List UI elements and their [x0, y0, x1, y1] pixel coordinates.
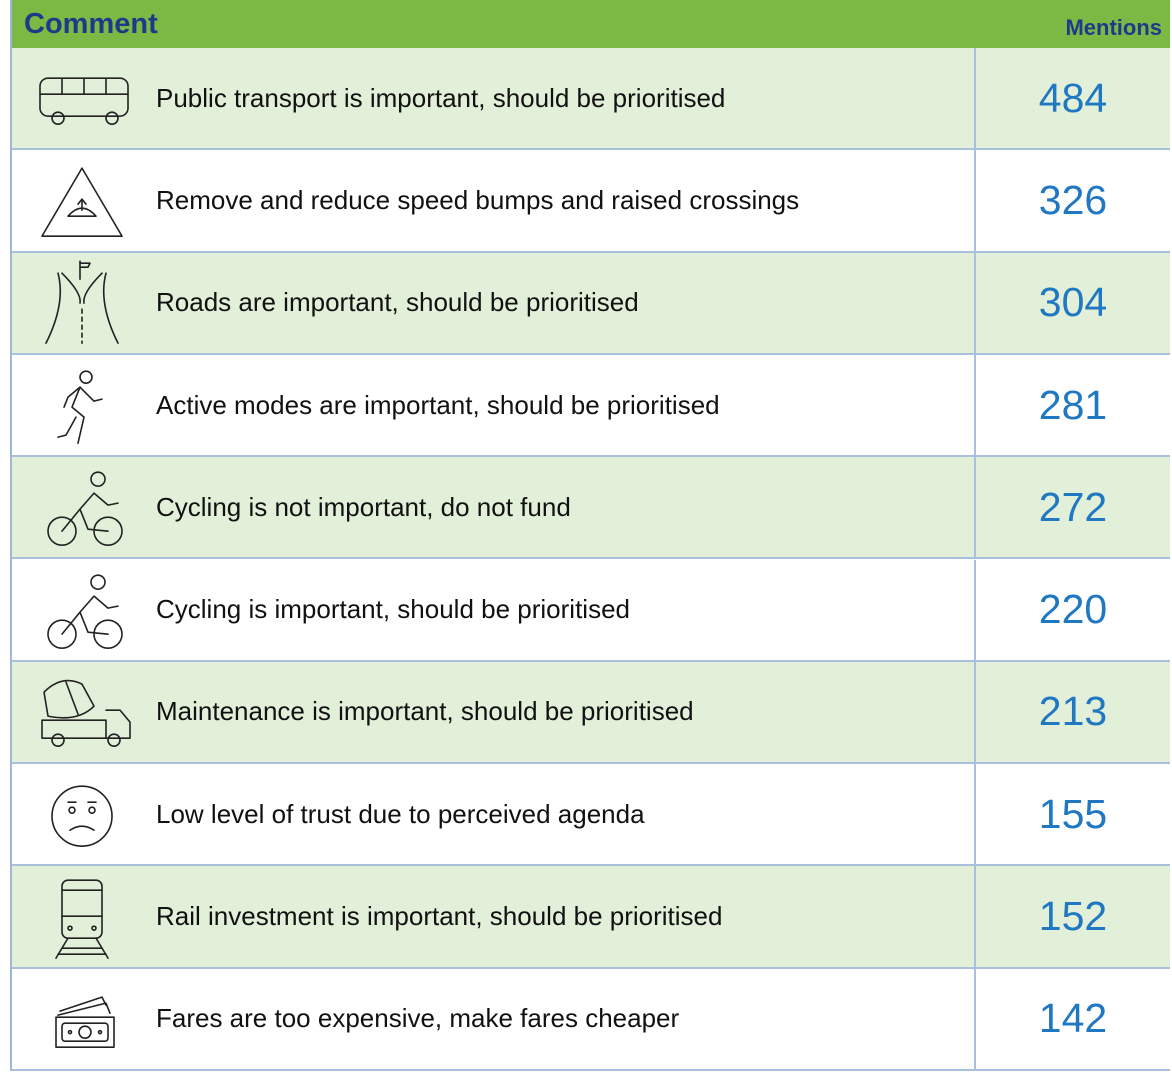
icon [57, 370, 103, 444]
icon [47, 471, 123, 547]
comment-text: Rail investment is important, should be … [156, 901, 723, 932]
row-icon [22, 48, 142, 148]
table-row: Rail investment is important, should be … [12, 866, 1170, 969]
table-row: Remove and reduce speed bumps and raised… [12, 150, 1170, 253]
row-icon [22, 866, 142, 966]
header-row: Comment Mentions [12, 0, 1170, 48]
icon [39, 77, 129, 125]
mentions-count: 152 [974, 866, 1170, 967]
table-row: Cycling is important, should be prioriti… [12, 559, 1170, 662]
table-row: Fares are too expensive, make fares chea… [12, 968, 1170, 1071]
mentions-count: 484 [974, 48, 1170, 149]
table-row: Public transport is important, should be… [12, 48, 1170, 151]
row-icon [22, 662, 142, 762]
row-icon [22, 457, 142, 557]
comment-text: Remove and reduce speed bumps and raised… [156, 184, 800, 215]
table-row: Active modes are important, should be pr… [12, 354, 1170, 458]
row-icon [22, 355, 142, 455]
comment-text: Cycling is not important, do not fund [156, 491, 571, 522]
icon [55, 996, 115, 1048]
mentions-count: 281 [974, 354, 1170, 456]
icon [51, 785, 113, 848]
mentions-count: 142 [974, 968, 1170, 1069]
comment-text: Cycling is important, should be prioriti… [156, 594, 630, 625]
mentions-count: 155 [974, 764, 1170, 865]
table-row: Roads are important, should be prioritis… [12, 252, 1170, 355]
mentions-count: 213 [974, 661, 1170, 763]
comment-text: Fares are too expensive, make fares chea… [156, 1003, 680, 1034]
mentions-count: 304 [974, 252, 1170, 353]
mentions-count: 220 [974, 559, 1170, 660]
table-row: Cycling is not important, do not fund 272 [12, 457, 1170, 560]
comment-text: Active modes are important, should be pr… [156, 389, 720, 420]
row-icon [22, 764, 142, 864]
row-icon [22, 969, 142, 1069]
comment-text: Maintenance is important, should be prio… [156, 696, 694, 727]
row-icon [22, 253, 142, 353]
table: Comment Mentions Public transport is imp… [10, 0, 1170, 1071]
table-row: Low level of trust due to perceived agen… [12, 764, 1170, 867]
mentions-count: 326 [974, 150, 1170, 251]
mentions-count: 272 [974, 457, 1170, 558]
icon [55, 879, 109, 960]
comment-text: Low level of trust due to perceived agen… [156, 798, 645, 829]
icon [41, 167, 123, 238]
icon [45, 259, 119, 344]
row-icon [22, 560, 142, 660]
row-icon [22, 150, 142, 250]
icon [47, 573, 123, 649]
comment-text: Roads are important, should be prioritis… [156, 287, 639, 318]
comment-text: Public transport is important, should be… [156, 82, 726, 113]
header-comment: Comment [24, 8, 158, 40]
icon [41, 679, 131, 747]
table-row: Maintenance is important, should be prio… [12, 661, 1170, 765]
header-mentions: Mentions [1065, 15, 1162, 40]
